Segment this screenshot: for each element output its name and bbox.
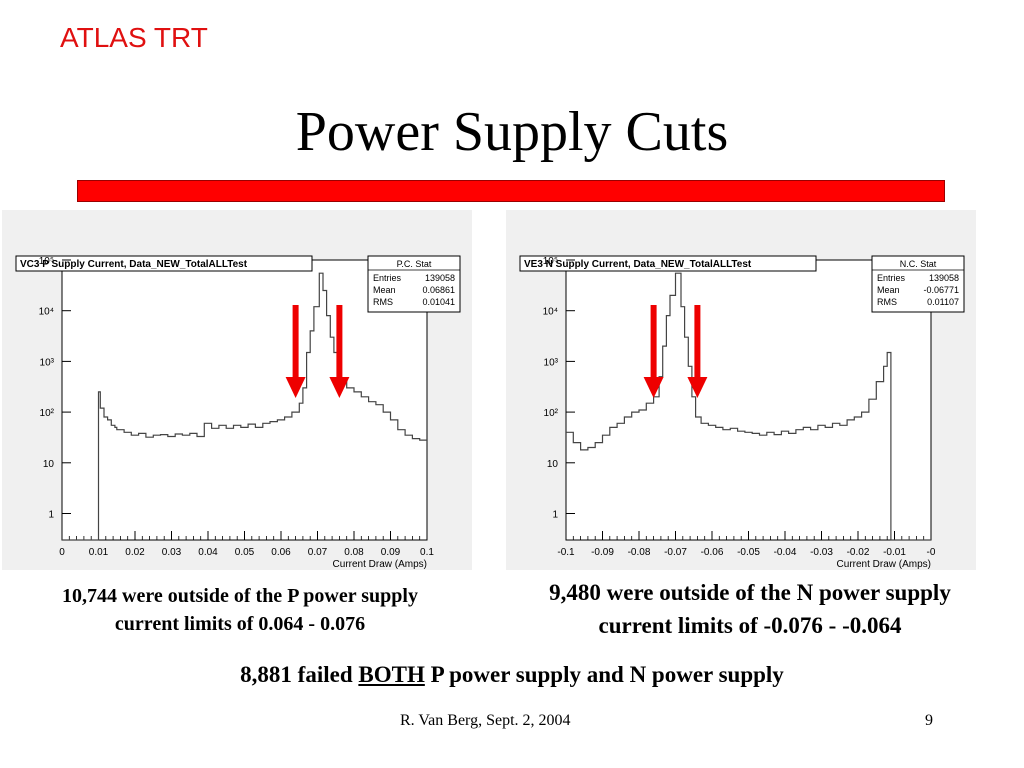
- y-tick-label: 10²: [544, 408, 559, 419]
- x-tick-label: -0.08: [628, 547, 651, 558]
- stats-value-rms: 0.01041: [422, 297, 455, 307]
- x-tick-label: -0.09: [591, 547, 614, 558]
- x-tick-label: 0.09: [381, 547, 401, 558]
- cut-arrow-shaft: [336, 305, 343, 379]
- x-tick-label: -0.06: [701, 547, 724, 558]
- x-tick-label: 0.02: [125, 547, 145, 558]
- y-tick-label: 10⁴: [39, 307, 54, 318]
- histogram-title-box: VE3 N Supply Current, Data_NEW_TotalALLT…: [519, 255, 817, 272]
- stats-label-mean: Mean: [373, 285, 396, 295]
- cut-arrow-shaft: [292, 305, 299, 379]
- y-tick-label: 1: [552, 509, 558, 520]
- p-supply-chart-svg: VC3 P Supply Current, Data_NEW_TotalALLT…: [2, 210, 472, 570]
- stats-box-frame: [871, 255, 965, 313]
- stats-value-mean: 0.06861: [422, 285, 455, 295]
- x-tick-label: -0: [927, 547, 936, 558]
- x-tick-label: -0.01: [883, 547, 906, 558]
- x-tick-label: 0.03: [162, 547, 182, 558]
- cut-arrow-head: [329, 377, 350, 398]
- y-tick-label: 10: [547, 459, 559, 470]
- histogram-series: [566, 272, 931, 541]
- both-emphasis: BOTH: [358, 662, 425, 687]
- cut-arrow-shaft: [694, 305, 701, 379]
- x-tick-label: 0.07: [308, 547, 328, 558]
- p-supply-caption: 10,744 were outside of the P power suppl…: [0, 582, 480, 638]
- y-tick-label: 1: [48, 509, 54, 520]
- n-caption-line-1: 9,480 were outside of the N power supply: [549, 580, 951, 605]
- stats-label-entries: Entries: [373, 273, 402, 283]
- stats-value-entries: 139058: [425, 273, 455, 283]
- stats-label-mean: Mean: [877, 285, 900, 295]
- title-box-frame: [15, 255, 313, 272]
- cut-arrow-head: [687, 377, 708, 398]
- y-tick-label: 10: [43, 459, 55, 470]
- y-tick-label: 10⁴: [543, 307, 558, 318]
- stats-box: P.C. Stat Entries 139058 Mean 0.06861 RMS 0.01…: [367, 255, 461, 313]
- x-tick-label: 0.06: [271, 547, 291, 558]
- stats-title: N.C. Stat: [900, 259, 937, 269]
- x-tick-label: -0.1: [557, 547, 575, 558]
- footer-author-date: R. Van Berg, Sept. 2, 2004: [400, 712, 571, 729]
- x-axis-label: Current Draw (Amps): [837, 559, 931, 570]
- n-supply-histogram: VE3 N Supply Current, Data_NEW_TotalALLT…: [506, 210, 976, 570]
- y-tick-label: 10³: [40, 357, 55, 368]
- cut-arrow-1: [643, 305, 664, 398]
- p-caption-line-1: 10,744 were outside of the P power suppl…: [62, 585, 418, 607]
- histogram-series: [62, 272, 427, 541]
- footer-page-number: 9: [925, 712, 933, 729]
- plot-frame: [61, 259, 428, 541]
- y-tick-label: 10³: [544, 357, 559, 368]
- n-caption-line-2: current limits of -0.076 - -0.064: [598, 613, 902, 638]
- n-supply-caption: 9,480 were outside of the N power supply…: [490, 576, 1010, 642]
- stats-value-entries: 139058: [929, 273, 959, 283]
- histogram-title-box: VC3 P Supply Current, Data_NEW_TotalALLT…: [15, 255, 313, 272]
- stats-value-mean: -0.06771: [923, 285, 959, 295]
- x-tick-label: -0.07: [664, 547, 687, 558]
- stats-label-rms: RMS: [373, 297, 393, 307]
- stats-value-rms: 0.01107: [927, 297, 959, 307]
- histogram-title: VC3 P Supply Current, Data_NEW_TotalALLT…: [20, 259, 248, 270]
- cut-arrow-shaft: [650, 305, 657, 379]
- x-tick-label: -0.04: [774, 547, 797, 558]
- stats-box-frame: [367, 255, 461, 313]
- cut-arrow-head: [643, 377, 664, 398]
- x-axis-label: Current Draw (Amps): [333, 559, 427, 570]
- cut-arrow-1: [285, 305, 306, 398]
- stats-label-rms: RMS: [877, 297, 897, 307]
- x-tick-label: 0: [59, 547, 65, 558]
- y-tick-label: 10⁵: [543, 256, 558, 267]
- n-supply-chart-svg: VE3 N Supply Current, Data_NEW_TotalALLT…: [506, 210, 976, 570]
- both-prefix: 8,881 failed: [240, 662, 359, 687]
- x-tick-label: 0.04: [198, 547, 218, 558]
- x-tick-label: 0.01: [89, 547, 109, 558]
- title-underline-bar: [77, 180, 945, 202]
- stats-box: N.C. Stat Entries 139058 Mean -0.06771 RMS 0.0…: [871, 255, 965, 313]
- cut-arrow-head: [285, 377, 306, 398]
- stats-title: P.C. Stat: [397, 259, 432, 269]
- x-tick-label: 0.05: [235, 547, 255, 558]
- histogram-title: VE3 N Supply Current, Data_NEW_TotalALLT…: [524, 259, 752, 270]
- y-tick-label: 10⁵: [39, 256, 54, 267]
- cut-arrow-2: [329, 305, 350, 398]
- p-caption-line-2: current limits of 0.064 - 0.076: [114, 613, 366, 635]
- cut-arrow-2: [687, 305, 708, 398]
- p-supply-histogram: VC3 P Supply Current, Data_NEW_TotalALLT…: [2, 210, 472, 570]
- stats-label-entries: Entries: [877, 273, 906, 283]
- slide-title: Power Supply Cuts: [295, 101, 729, 163]
- x-tick-label: 0.08: [344, 547, 364, 558]
- header-tag: ATLAS TRT: [60, 22, 208, 53]
- y-tick-label: 10²: [40, 408, 55, 419]
- title-box-frame: [519, 255, 817, 272]
- x-tick-label: -0.03: [810, 547, 833, 558]
- x-tick-label: 0.1: [420, 547, 434, 558]
- x-tick-label: -0.05: [737, 547, 760, 558]
- both-failed-caption: 8,881 failed BOTH P power supply and N p…: [0, 662, 1024, 688]
- x-tick-label: -0.02: [847, 547, 870, 558]
- both-suffix: P power supply and N power supply: [424, 662, 784, 687]
